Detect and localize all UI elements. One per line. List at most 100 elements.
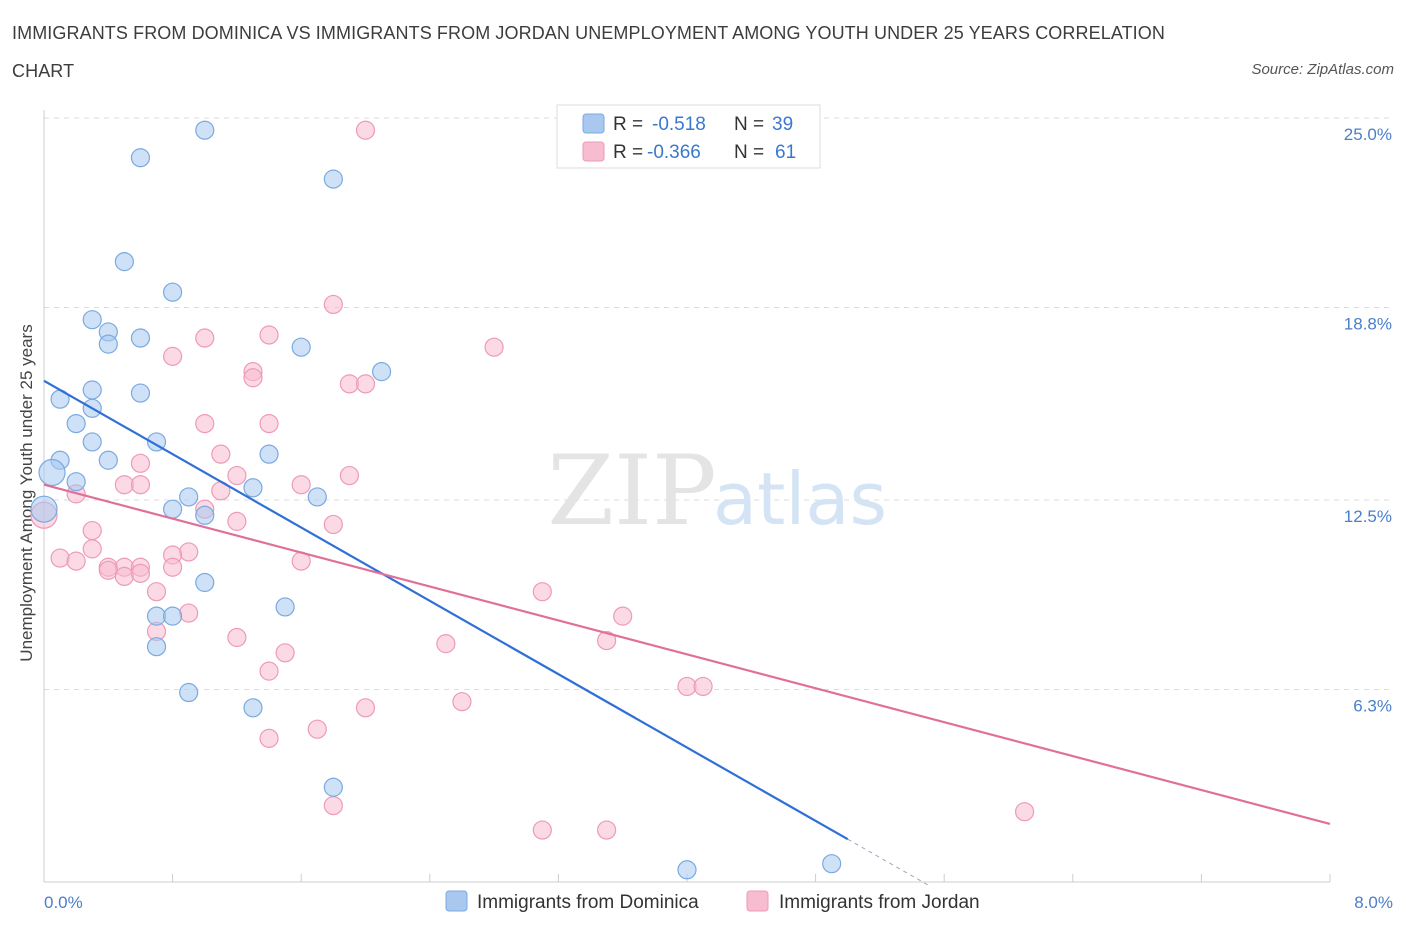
data-point-jordan [195, 414, 215, 434]
data-point-dominica [163, 606, 183, 626]
data-point-jordan [66, 551, 86, 571]
data-point-jordan [693, 676, 713, 697]
watermark: ZIP atlas [547, 435, 887, 547]
data-point-jordan [82, 539, 102, 559]
series-dominica [30, 120, 842, 880]
data-point-dominica [822, 854, 842, 874]
data-point-jordan [146, 582, 167, 602]
legend-r-value-dominica: -0.518 [652, 114, 706, 135]
data-point-jordan [195, 328, 215, 348]
data-point-jordan [179, 542, 199, 562]
data-point-jordan [484, 337, 504, 357]
data-point-jordan [130, 453, 151, 473]
x-tick-labels: 0.0% 8.0% [44, 893, 1393, 912]
data-point-dominica [98, 334, 118, 354]
trend-lines [43, 379, 1331, 886]
legend-r-label-jordan: R = [613, 142, 643, 163]
data-point-dominica [146, 637, 167, 657]
data-point-dominica [82, 310, 102, 330]
watermark-atlas: atlas [713, 457, 887, 541]
data-point-jordan [355, 374, 376, 394]
data-point-jordan [323, 514, 343, 535]
data-point-jordan [130, 563, 151, 583]
chart-title: IMMIGRANTS FROM DOMINICA VS IMMIGRANTS F… [12, 23, 1165, 81]
legend: R = -0.518 N = 39 R = -0.366 N = 61 [556, 104, 821, 169]
data-point-jordan [355, 698, 376, 718]
data-point-dominica [82, 380, 102, 400]
data-point-jordan [677, 676, 697, 697]
data-point-dominica [179, 487, 199, 507]
data-point-dominica [243, 698, 263, 718]
y-tick-label: 18.8% [1344, 314, 1392, 333]
data-point-jordan [613, 606, 633, 626]
series-legend: Immigrants from Dominica Immigrants from… [445, 890, 980, 913]
data-point-jordan [130, 475, 151, 495]
data-point-jordan [163, 346, 183, 366]
data-point-jordan [163, 557, 183, 577]
data-point-dominica [243, 478, 263, 498]
data-point-dominica [163, 282, 183, 302]
data-point-dominica [371, 362, 392, 382]
data-point-jordan [339, 465, 360, 486]
data-point-dominica [195, 572, 215, 593]
data-point-jordan [227, 465, 247, 486]
data-point-jordan [98, 560, 118, 580]
data-point-jordan [211, 444, 231, 464]
trend-line-dominica [43, 379, 849, 841]
legend-n-label-dominica: N = [734, 114, 764, 135]
data-point-dominica [130, 383, 151, 403]
data-point-jordan [259, 661, 279, 681]
legend-n-value-dominica: 39 [772, 114, 793, 135]
data-point-dominica [82, 432, 102, 452]
data-point-dominica [179, 682, 199, 703]
data-point-dominica [307, 487, 327, 507]
data-point-jordan [307, 719, 327, 739]
legend-n-value-jordan: 61 [775, 142, 796, 163]
y-tick-label: 12.5% [1344, 507, 1392, 526]
x-tick-label: 0.0% [44, 893, 83, 912]
watermark-zip: ZIP [547, 435, 716, 547]
data-point-jordan [227, 511, 247, 531]
data-point-dominica [677, 860, 697, 880]
data-point-jordan [436, 634, 456, 654]
data-point-jordan [259, 728, 279, 748]
x-tick-label: 8.0% [1354, 893, 1393, 912]
data-point-jordan [179, 603, 199, 623]
data-point-dominica [114, 252, 134, 272]
y-tick-label: 6.3% [1353, 696, 1392, 715]
data-point-dominica [323, 777, 343, 797]
y-axis-label: Unemployment Among Youth under 25 years [17, 324, 36, 661]
legend-n-label-jordan: N = [734, 142, 764, 163]
data-point-jordan [323, 795, 343, 816]
data-point-jordan [1014, 802, 1035, 822]
data-point-jordan [291, 475, 311, 495]
trend-line-jordan [43, 483, 1331, 825]
series-legend-swatch-jordan [746, 890, 769, 912]
grid-lines [44, 117, 1390, 690]
data-point-jordan [597, 630, 617, 651]
data-point-jordan [532, 582, 552, 602]
series-legend-label-jordan: Immigrants from Jordan [779, 892, 980, 913]
trend-line-dominica-extension [847, 838, 929, 886]
data-point-jordan [339, 374, 360, 394]
data-point-jordan [259, 325, 279, 345]
series-jordan [30, 120, 1035, 840]
data-point-dominica [163, 499, 183, 519]
data-point-dominica [259, 444, 279, 464]
data-point-jordan [50, 548, 70, 568]
data-point-jordan [532, 820, 552, 840]
data-point-dominica [195, 120, 215, 140]
data-point-dominica [195, 505, 215, 525]
data-point-dominica [275, 597, 295, 617]
series-legend-swatch-dominica [445, 890, 468, 912]
data-point-jordan [243, 368, 263, 388]
data-point-jordan [114, 475, 134, 495]
data-point-jordan [275, 643, 295, 663]
data-point-jordan [227, 627, 247, 648]
data-point-jordan [114, 566, 134, 587]
data-point-jordan [259, 414, 279, 434]
data-point-dominica [130, 328, 151, 348]
legend-swatch-jordan [582, 141, 605, 162]
data-point-dominica [30, 495, 58, 523]
